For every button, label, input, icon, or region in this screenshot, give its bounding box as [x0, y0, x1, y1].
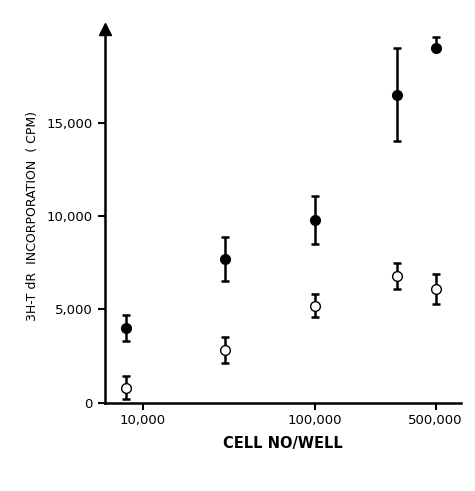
Y-axis label: 3H-T dR  INCORPORATION  ( CPM): 3H-T dR INCORPORATION ( CPM) — [27, 111, 39, 321]
X-axis label: CELL NO/WELL: CELL NO/WELL — [223, 436, 342, 451]
